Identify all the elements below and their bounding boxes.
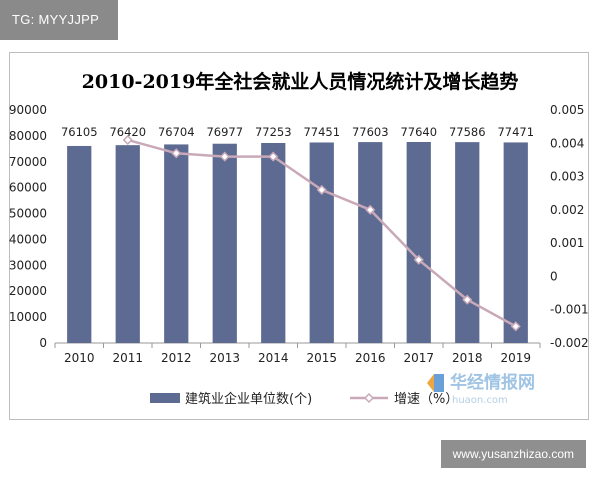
growth-point [268,151,279,162]
right-axis-tick-label: 0.003 [550,170,584,184]
bar [212,143,237,343]
logo-mark-orange [427,374,434,392]
growth-line-series [122,134,521,332]
axes: 0 10000 20000 30000 40000 50000 60000 70000 8000… [9,103,589,365]
bar [406,141,431,343]
left-axis-tick-label: 70000 [9,155,47,169]
huajing-logo: 华经情报网 huaon.com [427,372,535,406]
x-axis-tick-label: 2012 [161,351,192,365]
growth-point [122,134,133,146]
bar-data-label: 77603 [352,125,389,139]
growth-point [510,321,521,332]
growth-point [365,204,376,215]
bar-data-label: 76977 [206,125,243,139]
right-axis-tick-label: -0.002 [550,336,589,350]
bar-data-label: 77471 [497,125,534,139]
growth-point [413,254,424,265]
bar-data-labels: 76105 76420 76704 76977 77253 77451 77603 77640… [61,125,534,139]
bar-series [67,141,528,343]
legend-label-bar: 建筑业企业单位数(个) [185,391,312,407]
bar [358,142,383,343]
bar [164,144,189,343]
right-axis-tick-label: 0 [550,269,558,283]
bar-data-label: 77451 [303,125,340,139]
x-axis-tick-label: 2018 [452,351,483,365]
right-axis-tick-label: 0.004 [550,136,584,150]
growth-point [219,151,230,162]
x-axis-tick-label: 2011 [112,351,143,365]
growth-point [171,148,182,159]
site-watermark: www.yusanzhizao.com [440,440,586,468]
legend-swatch-marker [363,392,375,404]
bar [115,145,140,343]
bar-data-label: 77586 [449,125,486,139]
legend: 建筑业企业单位数(个) 增速（%） [150,391,458,407]
logo-mark-blue [434,374,444,392]
bar-data-label: 76420 [109,125,146,139]
x-axis-tick-label: 2019 [500,351,531,365]
bar [455,142,480,343]
left-axis-tick-label: 40000 [9,232,47,246]
left-axis-tick-label: 20000 [9,284,47,298]
bar [67,145,92,343]
bar-data-label: 77640 [400,125,437,139]
right-axis-tick-label: -0.001 [550,303,589,317]
bar [261,143,286,343]
x-axis-tick-label: 2017 [403,351,434,365]
legend-swatch-bar [150,393,180,403]
left-axis-tick-label: 10000 [9,310,47,324]
right-axis-tick-label: 0.005 [550,103,584,117]
left-axis-tick-label: 60000 [9,181,47,195]
x-axis-tick-label: 2015 [306,351,337,365]
logo-text: 华经情报网 [450,372,535,393]
left-axis-tick-label: 90000 [9,103,47,117]
x-axis-tick-label: 2013 [209,351,240,365]
growth-point [462,294,473,305]
right-axis-tick-label: 0.002 [550,203,584,217]
chart-frame [9,52,589,420]
x-axis-tick-label: 2016 [355,351,386,365]
x-axis-tick-label: 2010 [64,351,95,365]
left-axis-tick-label: 0 [39,336,47,350]
left-axis-tick-label: 80000 [9,129,47,143]
left-axis-tick-label: 50000 [9,207,47,221]
x-axis-tick-label: 2014 [258,351,289,365]
right-axis-tick-label: 0.001 [550,236,584,250]
bar-data-label: 76105 [61,125,98,139]
left-axis-tick-label: 30000 [9,258,47,272]
tag-label: TG: MYYJJPP [0,0,118,40]
legend-label-line: 增速（%） [394,392,458,407]
bar-data-label: 76704 [158,125,195,139]
bar [503,142,528,343]
chart-title: 2010-2019年全社会就业人员情况统计及增长趋势 [82,70,519,93]
logo-url: huaon.com [452,395,508,406]
growth-point [316,184,327,195]
bar [309,142,334,343]
bar-data-label: 77253 [255,125,292,139]
